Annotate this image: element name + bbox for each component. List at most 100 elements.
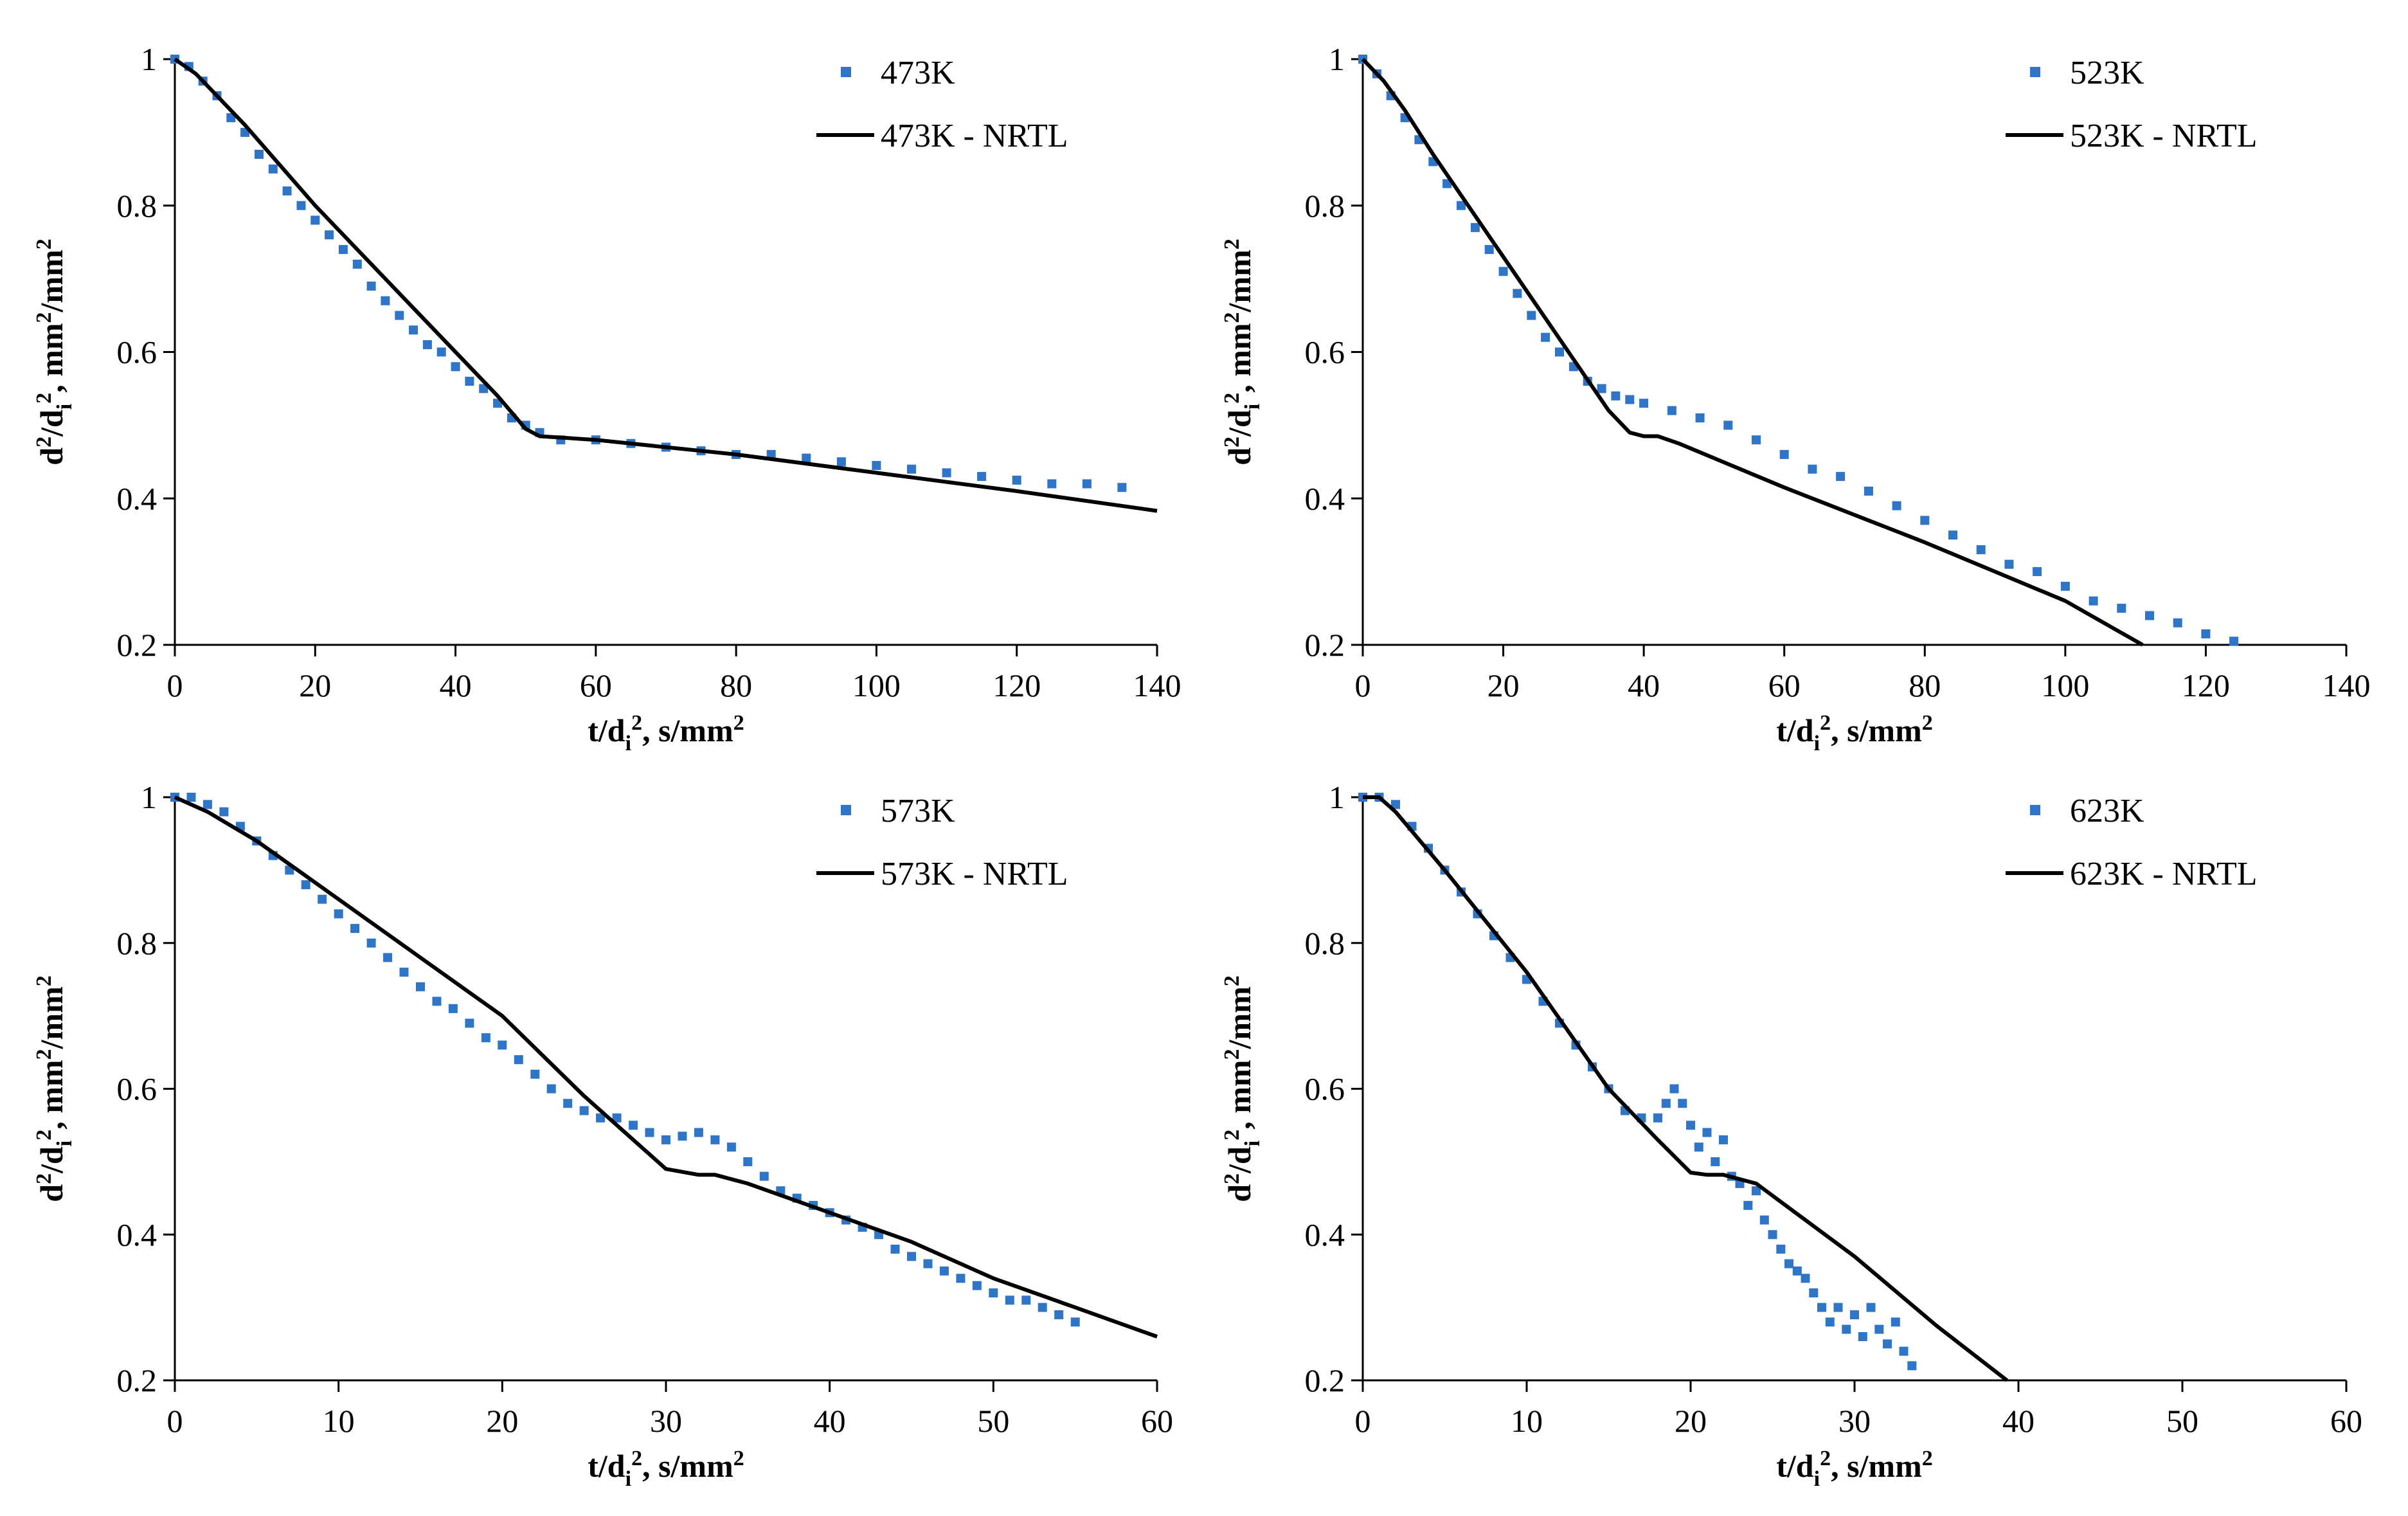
x-tick-label: 100	[852, 667, 901, 703]
data-point	[802, 453, 811, 463]
data-point	[1784, 1259, 1793, 1268]
data-point	[1082, 479, 1092, 489]
x-tick-label: 20	[486, 1403, 518, 1439]
x-tick-label: 120	[2182, 667, 2230, 703]
x-tick-label: 20	[299, 667, 331, 703]
x-tick-label: 60	[2330, 1403, 2362, 1439]
legend: 623K 623K - NRTL	[2006, 793, 2258, 892]
legend-marker-swatch	[841, 805, 851, 815]
data-point	[186, 793, 196, 802]
data-point	[977, 472, 987, 482]
data-point	[2201, 629, 2211, 638]
data-point	[416, 982, 425, 991]
data-point	[939, 1266, 949, 1276]
data-point	[219, 807, 229, 817]
data-point	[890, 1244, 900, 1254]
x-tick-label: 0	[167, 1403, 183, 1439]
legend-label: 623K - NRTL	[2070, 856, 2258, 892]
x-tick-label: 10	[323, 1403, 355, 1439]
x-tick-label: 20	[1487, 667, 1520, 703]
data-point	[2060, 581, 2070, 591]
data-point	[2145, 611, 2154, 620]
legend: 523K 523K - NRTL	[2006, 55, 2258, 154]
data-point	[942, 468, 951, 478]
data-point	[1527, 311, 1536, 320]
data-point	[301, 880, 310, 890]
legend-marker-swatch	[2030, 805, 2040, 815]
data-point	[1625, 395, 1635, 404]
x-tick-label: 0	[1355, 667, 1371, 703]
legend: 473K 473K - NRTL	[816, 55, 1068, 154]
x-tick-label: 20	[1675, 1403, 1707, 1439]
series-2	[174, 795, 1158, 1339]
x-axis-label: t/di2, s/mm2	[588, 1447, 744, 1491]
x-tick-label: 120	[993, 667, 1041, 703]
legend-marker-swatch	[841, 67, 851, 77]
data-point	[1801, 1274, 1810, 1283]
legend-entry: 523K - NRTL	[2006, 118, 2258, 154]
chart-panel-1: 0 20 40 60 80 100 120 140 0.2 0.4 0.6 0.8 1 t/di2, s/…	[32, 41, 1182, 755]
data-point	[1752, 435, 1761, 445]
legend-entry: 623K - NRTL	[2006, 856, 2258, 892]
data-point	[395, 311, 404, 320]
data-point	[579, 1106, 589, 1115]
data-point	[1850, 1310, 1859, 1319]
data-point	[907, 464, 916, 474]
data-point	[1779, 449, 1789, 459]
data-point	[2229, 636, 2239, 646]
data-point	[448, 1004, 458, 1013]
x-tick-label: 40	[2002, 1403, 2035, 1439]
data-point	[1768, 1230, 1777, 1240]
data-point	[255, 150, 264, 159]
y-tick-label: 1	[141, 41, 157, 77]
data-point	[1759, 1215, 1769, 1225]
x-tick-label: 60	[580, 667, 612, 703]
data-point	[530, 1069, 540, 1079]
data-point	[2173, 618, 2182, 627]
data-point	[694, 1128, 703, 1137]
data-point	[1809, 1288, 1819, 1297]
data-point	[1920, 516, 1930, 525]
data-point	[1457, 201, 1466, 210]
data-point	[1653, 1113, 1662, 1123]
x-tick-label: 80	[1909, 667, 1941, 703]
data-point	[498, 1040, 507, 1050]
y-tick-label: 0.8	[1305, 925, 1345, 961]
y-tick-label: 0.4	[117, 480, 157, 516]
data-point	[1694, 1142, 1703, 1152]
x-axis-label: t/di2, s/mm2	[1776, 711, 1932, 755]
x-tick-label: 60	[1141, 1403, 1173, 1439]
y-tick-label: 1	[1329, 41, 1345, 77]
data-point	[1070, 1317, 1080, 1327]
data-point	[481, 1033, 490, 1043]
data-point	[1005, 1295, 1014, 1305]
data-point	[268, 164, 278, 174]
data-point	[352, 259, 362, 269]
data-point	[989, 1288, 998, 1297]
data-point	[710, 1135, 720, 1144]
data-point	[1117, 483, 1127, 492]
data-point	[409, 325, 418, 335]
data-point	[1899, 1346, 1909, 1356]
data-point	[282, 186, 292, 195]
data-point	[1776, 1244, 1786, 1254]
data-point	[1038, 1303, 1047, 1312]
legend-entry: 473K	[841, 55, 955, 91]
data-point	[1597, 384, 1606, 393]
data-point	[1719, 1135, 1728, 1144]
data-point	[1907, 1361, 1917, 1371]
data-point	[310, 215, 320, 225]
data-point	[334, 909, 343, 919]
y-axis-label: d2/di2, mm2/mm2	[1220, 239, 1264, 465]
chart-panel-4: 0 10 20 30 40 50 60 0.2 0.4 0.6 0.8 1 t/di2, s/mm2 d2…	[1220, 779, 2362, 1491]
y-tick-label: 1	[141, 779, 157, 815]
x-tick-label: 100	[2041, 667, 2089, 703]
y-tick-label: 0.8	[1305, 188, 1345, 224]
legend-entry: 523K	[2030, 55, 2144, 91]
data-point	[1686, 1121, 1695, 1130]
data-point	[383, 953, 393, 962]
series-1	[170, 55, 1127, 492]
x-tick-label: 0	[167, 667, 183, 703]
data-point	[563, 1099, 573, 1108]
